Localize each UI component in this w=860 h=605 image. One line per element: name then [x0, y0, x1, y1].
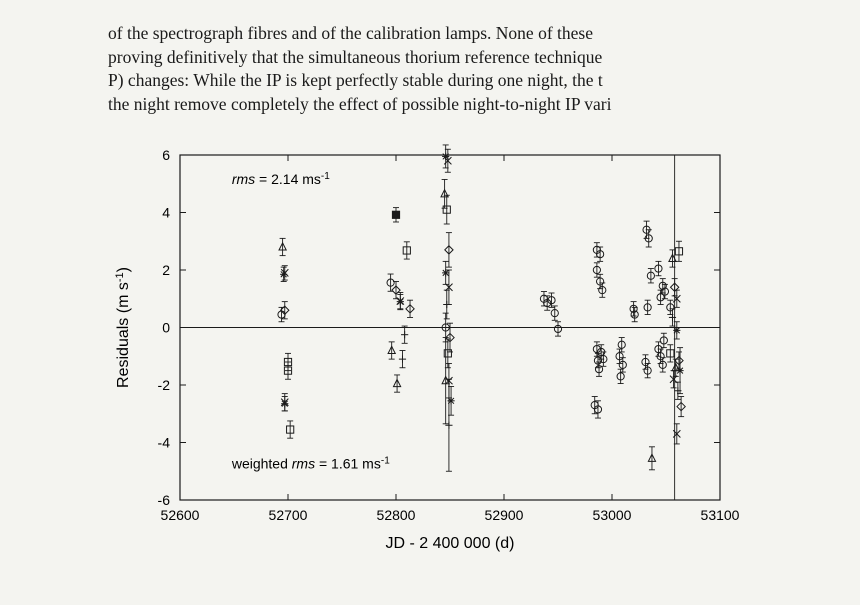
svg-text:0: 0: [162, 320, 170, 336]
svg-text:4: 4: [162, 205, 170, 221]
svg-text:52600: 52600: [161, 507, 200, 523]
svg-text:53100: 53100: [701, 507, 740, 523]
svg-text:weighted rms = 1.61 ms-1: weighted rms = 1.61 ms-1: [231, 455, 390, 471]
chart: 52600 52700 52800 52900 53000 53100 -6 -4 -2 0 2 4 6…: [100, 140, 750, 580]
body-text: of the spectrograph fibres and of the ca…: [108, 22, 768, 117]
svg-text:6: 6: [162, 147, 170, 163]
svg-text:-4: -4: [158, 435, 171, 451]
chart-svg: 52600 52700 52800 52900 53000 53100 -6 -4 -2 0 2 4 6…: [100, 140, 750, 580]
body-line-1: of the spectrograph fibres and of the ca…: [108, 22, 768, 46]
svg-text:-2: -2: [158, 377, 171, 393]
svg-text:52900: 52900: [485, 507, 524, 523]
body-line-2: proving definitively that the simultaneo…: [108, 46, 768, 70]
svg-text:rms = 2.14 ms-1: rms = 2.14 ms-1: [232, 171, 330, 187]
svg-text:52800: 52800: [377, 507, 416, 523]
svg-text:2: 2: [162, 262, 170, 278]
body-line-4: the night remove completely the effect o…: [108, 93, 768, 117]
svg-text:52700: 52700: [269, 507, 308, 523]
svg-text:Residuals (m s-1): Residuals (m s-1): [114, 267, 132, 388]
body-line-3: P) changes: While the IP is kept perfect…: [108, 69, 768, 93]
svg-text:-6: -6: [158, 492, 171, 508]
svg-text:JD - 2 400 000 (d): JD - 2 400 000 (d): [386, 535, 515, 552]
svg-text:53000: 53000: [593, 507, 632, 523]
